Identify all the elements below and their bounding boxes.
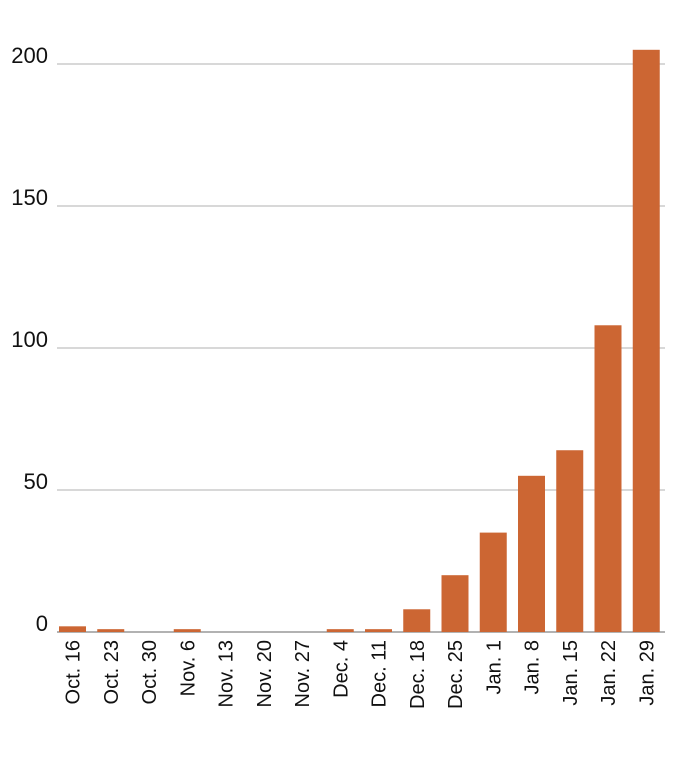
bar [632, 49, 660, 633]
x-tick-label: Jan. 22 [598, 640, 620, 706]
x-tick-label: Oct. 16 [63, 640, 85, 704]
x-tick-label: Jan. 1 [483, 640, 505, 694]
y-axis-ticks: 0 50 100 150 200 [11, 43, 48, 636]
x-tick-label: Jan. 8 [522, 640, 544, 694]
y-tick-label: 200 [11, 43, 48, 68]
x-tick-label: Nov. 6 [177, 640, 199, 696]
x-tick-label: Dec. 4 [330, 640, 352, 698]
x-tick-label: Dec. 18 [407, 640, 429, 709]
bar [59, 626, 86, 632]
y-tick-label: 100 [11, 327, 48, 352]
x-tick-label: Nov. 27 [292, 640, 314, 707]
bars [59, 49, 660, 633]
bar [441, 575, 469, 632]
bar [403, 609, 431, 632]
x-tick-label: Nov. 20 [254, 640, 276, 707]
bar [326, 629, 354, 632]
bar [479, 532, 507, 632]
x-axis-ticks: Oct. 16 Oct. 23 Oct. 30 Nov. 6 Nov. 13 Nov. 2… [63, 640, 659, 709]
bar [173, 629, 201, 632]
bar [556, 450, 584, 632]
y-tick-label: 50 [24, 469, 48, 494]
x-tick-label: Oct. 23 [101, 640, 123, 704]
y-tick-label: 0 [36, 611, 48, 636]
x-tick-label: Jan. 15 [560, 640, 582, 706]
x-tick-label: Oct. 30 [139, 640, 161, 704]
bar [365, 629, 392, 632]
bar [518, 475, 545, 632]
bar [97, 629, 125, 632]
y-tick-label: 150 [11, 185, 48, 210]
x-tick-label: Dec. 25 [445, 640, 467, 709]
bar [594, 325, 622, 632]
x-tick-label: Dec. 11 [369, 640, 391, 707]
x-tick-label: Jan. 29 [636, 640, 658, 706]
x-tick-label: Nov. 13 [216, 640, 238, 707]
